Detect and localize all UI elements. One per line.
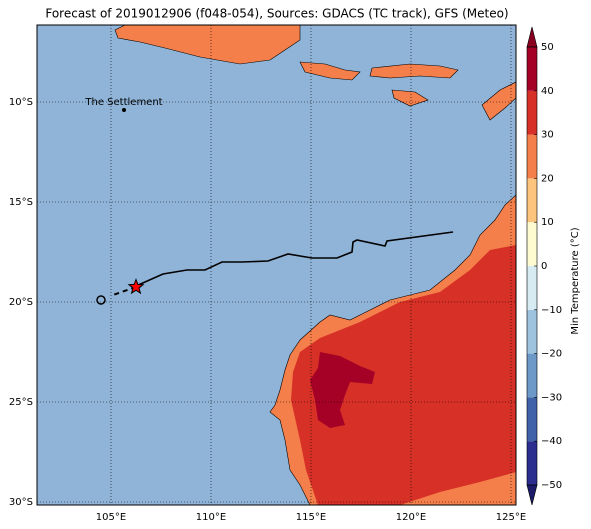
forecast-line <box>112 286 137 296</box>
colorbar-extend-high <box>526 26 538 48</box>
y-tick-label: 25°S <box>9 397 33 408</box>
x-tick-label: 125°E <box>496 512 526 523</box>
initial-position <box>96 295 106 305</box>
colorbar-tick-label: −10 <box>541 305 562 316</box>
land <box>114 25 516 505</box>
java <box>114 25 301 65</box>
colorbar-tick-label: −20 <box>541 349 562 360</box>
colorbar-tick-label: −40 <box>541 436 562 447</box>
colorbar-band <box>527 309 537 354</box>
chart-title: Forecast of 2019012906 (f048-054), Sourc… <box>45 7 508 21</box>
y-tick-label: 10°S <box>9 97 33 108</box>
hot-zone <box>310 352 375 428</box>
current-position <box>127 278 145 295</box>
colorbar-tick-label: 40 <box>541 86 554 97</box>
colorbar-band <box>527 47 537 91</box>
place-marker <box>122 108 126 112</box>
y-tick-label: 30°S <box>9 497 33 508</box>
colorbar-band <box>527 134 537 179</box>
flores <box>369 63 459 79</box>
place-label: The Settlement <box>84 97 162 108</box>
java-north <box>143 25 157 32</box>
map-frame <box>36 24 517 506</box>
colorbar-band <box>527 222 537 266</box>
warm-zone <box>291 245 516 505</box>
colorbar-tick-label: 10 <box>541 217 554 228</box>
colorbar-tick-label: −50 <box>541 480 562 491</box>
colorbar-band <box>527 178 537 223</box>
bali-lombok <box>299 61 361 81</box>
colorbar-band <box>527 441 537 485</box>
x-tick-label: 120°E <box>396 512 426 523</box>
colorbar-band <box>527 266 537 310</box>
colorbar-band <box>527 90 537 135</box>
x-tick-label: 105°E <box>96 512 126 523</box>
x-tick-label: 115°E <box>296 512 326 523</box>
colorbar-tick-label: 20 <box>541 173 554 184</box>
colorbar-label: Min Temperature (°C) <box>570 227 581 334</box>
colorbar-tick-label: 50 <box>541 42 554 53</box>
colorbar-tick-label: 0 <box>541 261 547 272</box>
timor <box>481 81 516 121</box>
colorbar-tick-label: 30 <box>541 130 554 141</box>
track-line <box>135 231 454 287</box>
colorbar-extend-low <box>526 484 538 506</box>
colorbar-band <box>527 353 537 398</box>
x-tick-label: 110°E <box>196 512 226 523</box>
y-tick-label: 15°S <box>9 197 33 208</box>
y-tick-label: 20°S <box>9 297 33 308</box>
colorbar-tick-label: −30 <box>541 392 562 403</box>
colorbar-band <box>527 397 537 442</box>
